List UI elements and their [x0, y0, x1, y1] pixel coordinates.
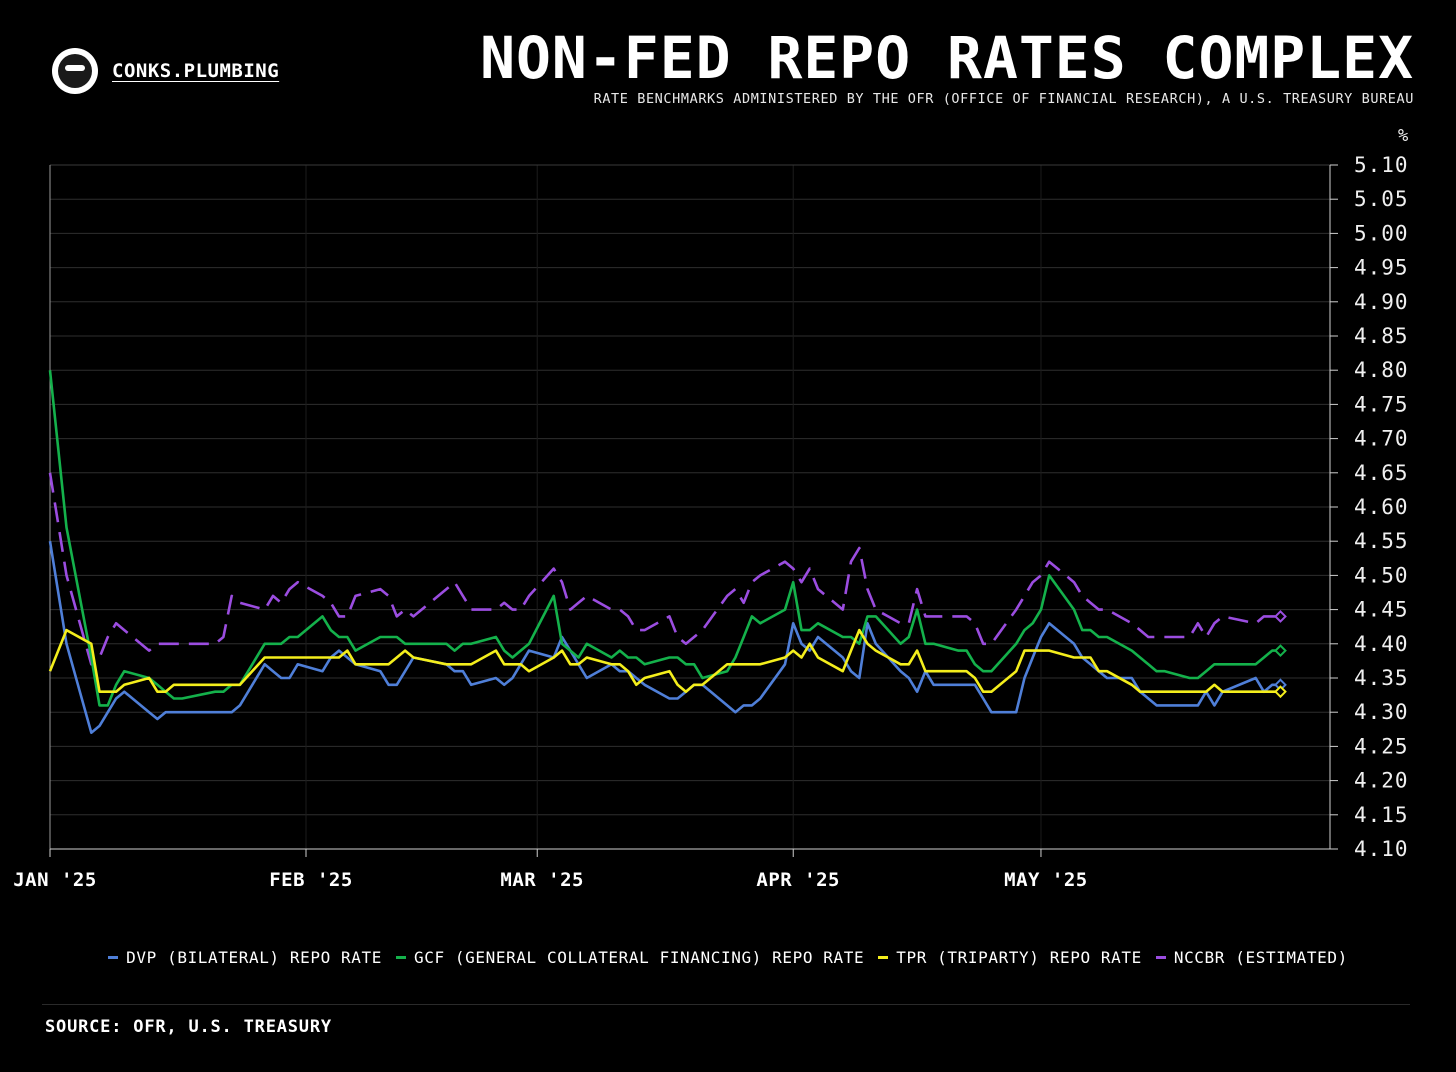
axes — [49, 164, 1338, 857]
y-tick-label: 4.55 — [1354, 529, 1409, 553]
legend-swatch — [1155, 956, 1166, 959]
legend-item-1: GCF (GENERAL COLLATERAL FINANCING) REPO … — [396, 948, 864, 967]
y-tick-label: 4.20 — [1354, 769, 1409, 793]
ninja-avatar-icon — [52, 48, 98, 94]
series-end-marker-2 — [1274, 685, 1287, 699]
legend-swatch — [878, 956, 889, 959]
grid — [50, 164, 1330, 850]
legend-label: GCF (GENERAL COLLATERAL FINANCING) REPO … — [414, 948, 865, 967]
series-line-1 — [48, 370, 1281, 707]
series-end-marker-1 — [1274, 644, 1287, 658]
divider — [42, 1004, 1410, 1005]
source-note: SOURCE: OFR, U.S. TREASURY — [45, 1017, 332, 1037]
series-line-3 — [48, 472, 1281, 666]
y-tick-label: 4.15 — [1354, 803, 1409, 827]
tick-labels: 4.10 4.15 4.20 4.25 4.30 4.35 4.40 4.45 4.50 4.55… — [13, 126, 1408, 891]
y-tick-label: 4.85 — [1354, 324, 1409, 348]
y-tick-label: 4.80 — [1354, 358, 1409, 382]
chart-title: NON-FED REPO RATES COMPLEX — [480, 24, 1414, 92]
y-tick-label: 4.90 — [1354, 290, 1409, 314]
y-tick-label: 4.10 — [1354, 837, 1409, 861]
legend-label: TPR (TRIPARTY) REPO RATE — [896, 948, 1142, 967]
x-tick-label: MAY '25 — [1004, 869, 1088, 891]
y-tick-label: 5.10 — [1354, 153, 1409, 177]
y-tick-label: 4.45 — [1354, 598, 1409, 622]
chart-subtitle: RATE BENCHMARKS ADMINISTERED BY THE OFR … — [593, 91, 1414, 107]
series-line-2 — [48, 628, 1281, 694]
y-tick-label: 4.95 — [1354, 256, 1409, 280]
y-tick-label: 4.30 — [1354, 700, 1409, 724]
x-tick-label: JAN '25 — [13, 869, 97, 891]
y-tick-label: 4.40 — [1354, 632, 1409, 656]
series-line-0 — [48, 540, 1281, 735]
y-tick-label: 4.75 — [1354, 392, 1409, 416]
y-tick-label: 4.50 — [1354, 563, 1409, 587]
legend-item-3: NCCBR (ESTIMATED) — [1155, 948, 1348, 967]
y-tick-label: 4.70 — [1354, 427, 1409, 451]
legend-item-2: TPR (TRIPARTY) REPO RATE — [878, 948, 1142, 967]
y-unit-label: % — [1398, 126, 1408, 146]
legend-swatch — [108, 956, 119, 959]
legend-item-0: DVP (BILATERAL) REPO RATE — [108, 948, 382, 967]
brand: CONKS.PLUMBING — [52, 48, 279, 94]
y-tick-label: 4.25 — [1354, 734, 1409, 758]
y-tick-label: 4.65 — [1354, 461, 1409, 485]
legend: DVP (BILATERAL) REPO RATE GCF (GENERAL CO… — [0, 948, 1456, 967]
legend-swatch — [396, 956, 406, 959]
brand-link[interactable]: CONKS.PLUMBING — [112, 60, 280, 82]
x-tick-label: APR '25 — [756, 869, 840, 891]
x-tick-label: FEB '25 — [269, 869, 353, 891]
series-end-marker-3 — [1274, 610, 1287, 623]
y-tick-label: 5.00 — [1354, 221, 1409, 245]
series-layer — [48, 370, 1287, 735]
y-tick-label: 4.60 — [1354, 495, 1409, 519]
legend-label: NCCBR (ESTIMATED) — [1173, 948, 1348, 967]
y-tick-label: 5.05 — [1354, 187, 1409, 211]
legend-label: DVP (BILATERAL) REPO RATE — [126, 948, 382, 967]
y-tick-label: 4.35 — [1354, 666, 1409, 690]
x-tick-label: MAR '25 — [500, 869, 584, 891]
